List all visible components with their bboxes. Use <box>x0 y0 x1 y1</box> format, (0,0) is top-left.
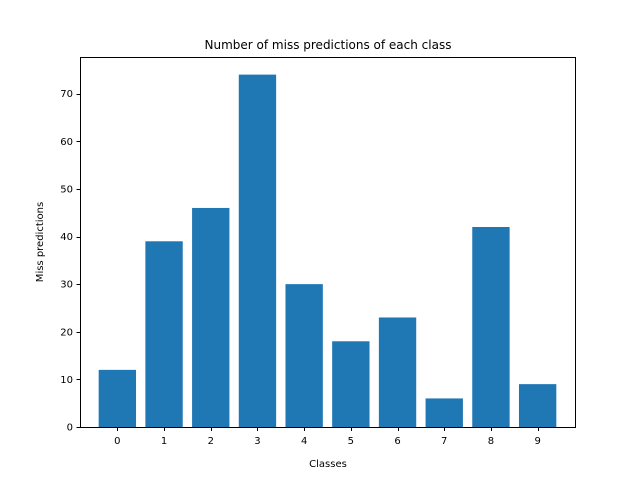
bar-6 <box>378 317 417 427</box>
x-tick-label: 6 <box>394 436 400 447</box>
plot-frame <box>80 57 576 428</box>
x-axis-title: Classes <box>309 459 347 470</box>
y-axis-title: Miss predictions <box>35 202 46 282</box>
y-tick-label: 60 <box>60 137 73 148</box>
chart-title: Number of miss predictions of each class <box>205 38 452 52</box>
bar-8 <box>472 227 510 427</box>
y-tick-label: 30 <box>60 280 73 291</box>
bar-3 <box>238 74 277 427</box>
bar-5 <box>332 341 370 427</box>
x-tick-label: 5 <box>348 436 354 447</box>
bar-2 <box>192 207 230 427</box>
y-tick-label: 20 <box>60 327 73 338</box>
bar-1 <box>145 241 183 427</box>
x-tick-label: 3 <box>254 436 260 447</box>
x-tick-label: 8 <box>488 436 494 447</box>
y-tick-label: 0 <box>67 423 73 434</box>
y-tick-label: 40 <box>60 232 73 243</box>
x-axis: 0 1 2 3 4 5 6 7 8 9 <box>114 427 541 447</box>
bars-group <box>98 74 557 427</box>
y-axis: 0 10 20 30 40 50 60 70 <box>60 89 81 434</box>
x-tick-label: 1 <box>161 436 167 447</box>
x-tick-label: 9 <box>534 436 540 447</box>
y-tick-label: 70 <box>60 89 73 100</box>
bar-7 <box>425 398 463 427</box>
bar-4 <box>285 284 323 427</box>
bar-9 <box>518 384 557 427</box>
y-tick-label: 10 <box>60 375 73 386</box>
x-tick-label: 2 <box>208 436 214 447</box>
x-tick-label: 4 <box>301 436 307 447</box>
x-tick-label: 7 <box>441 436 447 447</box>
x-tick-label: 0 <box>114 436 120 447</box>
bar-0 <box>98 369 137 427</box>
y-tick-label: 50 <box>60 184 73 195</box>
